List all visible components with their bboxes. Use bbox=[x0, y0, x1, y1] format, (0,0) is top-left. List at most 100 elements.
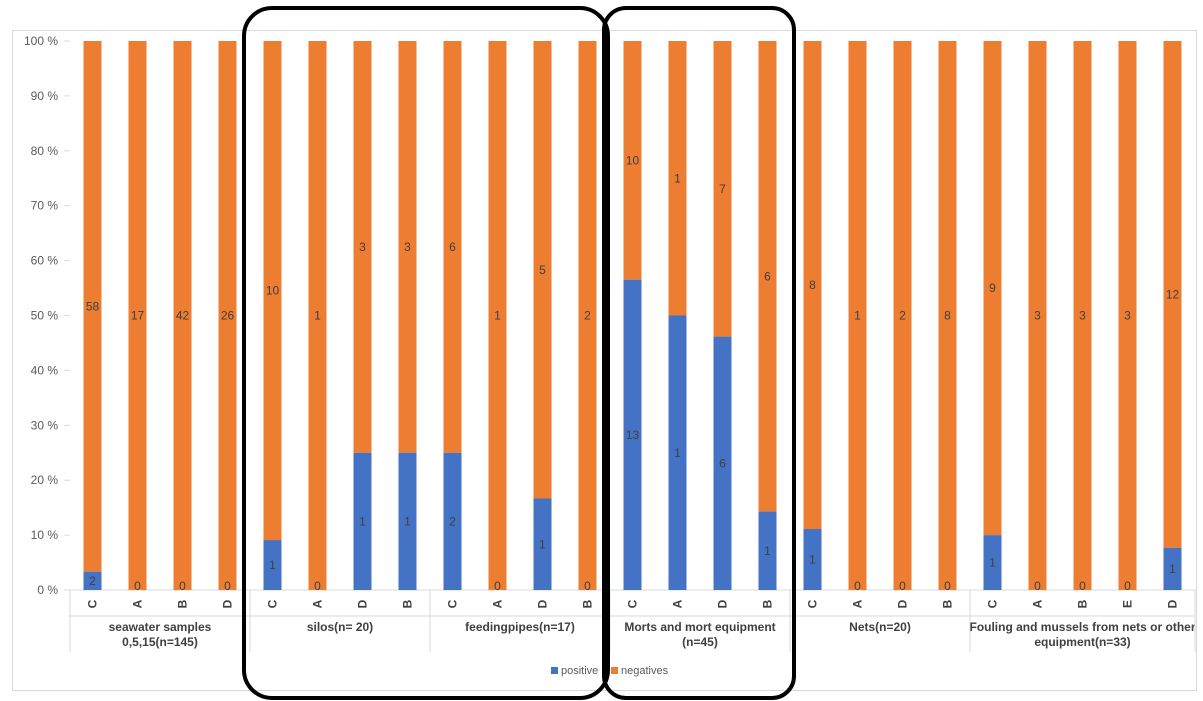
data-label-negatives: 7 bbox=[719, 182, 726, 196]
y-tick-label: 60 % bbox=[31, 254, 59, 268]
data-label-negatives: 10 bbox=[626, 153, 640, 167]
category-label: B bbox=[581, 599, 595, 608]
bar-positive bbox=[758, 511, 777, 590]
bar-positive bbox=[713, 336, 732, 590]
group-label: Morts and mort equipment bbox=[624, 620, 775, 634]
y-tick-label: 30 % bbox=[31, 418, 59, 432]
data-label-negatives: 8 bbox=[944, 309, 951, 323]
bar-negatives bbox=[938, 41, 957, 590]
data-label-positive: 6 bbox=[719, 456, 726, 470]
bar-positive bbox=[533, 498, 552, 590]
data-label-negatives: 42 bbox=[176, 309, 190, 323]
category-label: B bbox=[1076, 599, 1090, 608]
data-label-positive: 0 bbox=[584, 579, 591, 593]
category-label: A bbox=[851, 599, 865, 608]
bar-positive bbox=[803, 529, 822, 590]
bar-negatives bbox=[218, 41, 237, 590]
category-label: D bbox=[221, 599, 235, 608]
legend-label-negatives: negatives bbox=[621, 665, 669, 677]
data-label-positive: 1 bbox=[404, 514, 411, 528]
data-label-positive: 13 bbox=[626, 428, 640, 442]
bar-negatives bbox=[803, 41, 822, 529]
data-label-negatives: 3 bbox=[1079, 309, 1086, 323]
data-label-positive: 0 bbox=[314, 579, 321, 593]
data-label-positive: 0 bbox=[134, 579, 141, 593]
bar-negatives bbox=[443, 41, 462, 453]
category-label: E bbox=[1121, 600, 1135, 608]
highlight-box-morts bbox=[602, 6, 796, 700]
group-label: 0,5,15(n=145) bbox=[122, 635, 198, 649]
data-label-positive: 0 bbox=[179, 579, 186, 593]
data-label-negatives: 2 bbox=[584, 309, 591, 323]
category-label: D bbox=[716, 599, 730, 608]
y-tick-label: 50 % bbox=[31, 309, 59, 323]
y-tick-label: 100 % bbox=[24, 34, 58, 48]
bar-negatives bbox=[893, 41, 912, 590]
category-label: B bbox=[401, 599, 415, 608]
bar-negatives bbox=[668, 41, 687, 316]
data-label-positive: 2 bbox=[449, 514, 456, 528]
data-label-negatives: 26 bbox=[221, 309, 235, 323]
data-label-negatives: 6 bbox=[764, 269, 771, 283]
data-label-positive: 0 bbox=[854, 579, 861, 593]
category-label: D bbox=[356, 599, 370, 608]
data-label-positive: 1 bbox=[809, 553, 816, 567]
bar-negatives bbox=[353, 41, 372, 453]
bar-negatives bbox=[1118, 41, 1137, 590]
category-label: C bbox=[86, 599, 100, 608]
category-label: A bbox=[311, 599, 325, 608]
group-label: (n=45) bbox=[682, 635, 718, 649]
bar-negatives bbox=[308, 41, 327, 590]
data-label-positive: 0 bbox=[494, 579, 501, 593]
data-label-negatives: 58 bbox=[86, 299, 100, 313]
category-label: D bbox=[896, 599, 910, 608]
data-label-negatives: 3 bbox=[1034, 309, 1041, 323]
data-label-negatives: 1 bbox=[674, 171, 681, 185]
data-label-negatives: 17 bbox=[131, 309, 145, 323]
bar-negatives bbox=[848, 41, 867, 590]
data-label-negatives: 6 bbox=[449, 240, 456, 254]
data-label-negatives: 1 bbox=[854, 309, 861, 323]
group-label: Nets(n=20) bbox=[849, 620, 911, 634]
bar-negatives bbox=[398, 41, 417, 453]
category-label: C bbox=[986, 599, 1000, 608]
bar-negatives bbox=[623, 41, 642, 280]
data-label-negatives: 5 bbox=[539, 263, 546, 277]
category-label: A bbox=[131, 599, 145, 608]
bar-negatives bbox=[263, 41, 282, 541]
data-label-negatives: 2 bbox=[899, 309, 906, 323]
category-label: D bbox=[1166, 599, 1180, 608]
data-label-positive: 2 bbox=[89, 574, 96, 588]
bar-positive bbox=[983, 535, 1002, 590]
y-tick-label: 10 % bbox=[31, 528, 59, 542]
bar-negatives bbox=[1028, 41, 1047, 590]
data-label-positive: 0 bbox=[1034, 579, 1041, 593]
data-label-negatives: 3 bbox=[404, 240, 411, 254]
category-label: C bbox=[626, 599, 640, 608]
data-label-positive: 1 bbox=[989, 556, 996, 570]
data-label-negatives: 1 bbox=[314, 309, 321, 323]
category-label: D bbox=[536, 599, 550, 608]
data-label-positive: 0 bbox=[899, 579, 906, 593]
data-label-negatives: 10 bbox=[266, 284, 280, 298]
bar-positive bbox=[353, 452, 372, 590]
data-label-negatives: 9 bbox=[989, 281, 996, 295]
data-label-positive: 1 bbox=[764, 544, 771, 558]
data-label-positive: 0 bbox=[944, 579, 951, 593]
data-label-positive: 1 bbox=[539, 537, 546, 551]
y-tick-label: 80 % bbox=[31, 144, 59, 158]
bar-positive bbox=[623, 279, 642, 590]
bar-positive bbox=[398, 452, 417, 590]
category-label: C bbox=[806, 599, 820, 608]
category-label: B bbox=[176, 599, 190, 608]
data-label-positive: 0 bbox=[1124, 579, 1131, 593]
y-tick-label: 0 % bbox=[37, 583, 58, 597]
group-label: equipment(n=33) bbox=[1034, 635, 1130, 649]
data-label-positive: 0 bbox=[224, 579, 231, 593]
bar-negatives bbox=[713, 41, 732, 337]
category-label: A bbox=[671, 599, 685, 608]
category-label: A bbox=[491, 599, 505, 608]
group-label: silos(n= 20) bbox=[307, 620, 373, 634]
y-tick-label: 40 % bbox=[31, 363, 59, 377]
